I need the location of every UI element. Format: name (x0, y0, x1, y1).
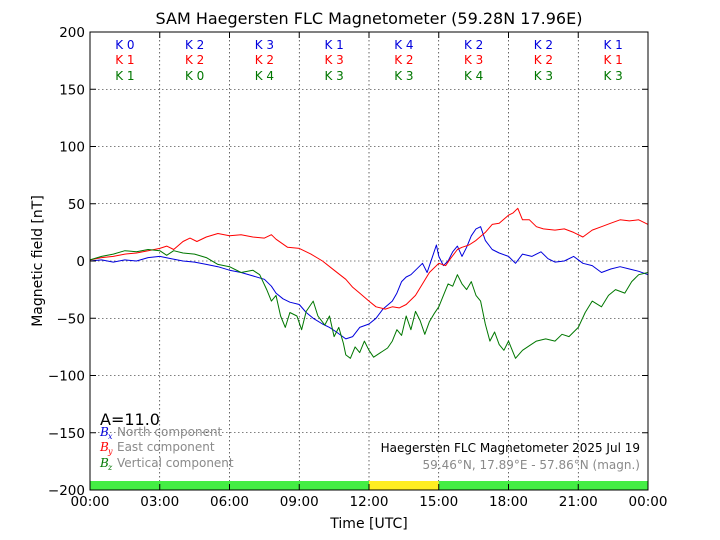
a-index-label: A=11.0 (100, 410, 160, 429)
series-line-z (89, 249, 649, 359)
y-tick-label-4: 0 (76, 254, 85, 270)
y-tick-label-3: 50 (68, 197, 85, 213)
k-index-z_component-7: K 3 (603, 69, 622, 83)
y-tick-label-6: −100 (48, 369, 85, 385)
k-index-y_component-7: K 1 (603, 53, 622, 67)
k-index-x_component-2: K 3 (255, 38, 274, 52)
legend-symbol-z: B (99, 456, 109, 470)
k-index-y_component-2: K 2 (255, 53, 274, 67)
y-tick-label-1: 150 (59, 82, 85, 98)
chart-title: SAM Haegersten FLC Magnetometer (59.28N … (156, 9, 583, 28)
k-index-z_component-2: K 4 (255, 69, 274, 83)
series-line-x (89, 226, 649, 340)
legend-label-x: North component (117, 425, 223, 439)
y-axis-label: Magnetic field [nT] (30, 195, 46, 327)
x-tick-label-4: 12:00 (350, 494, 389, 510)
grid-lines (89, 31, 649, 491)
legend-label-z: Vertical component (117, 456, 234, 470)
legend-subscript-x: x (108, 432, 113, 441)
k-index-x_component-3: K 1 (324, 38, 343, 52)
legend-subscript-z: z (107, 463, 113, 472)
daylight-segment-2 (438, 481, 648, 490)
k-index-z_component-4: K 3 (394, 69, 413, 83)
legend-symbol-x: B (99, 425, 109, 439)
x-tick-label-8: 00:00 (629, 494, 668, 510)
k-index-x_component-1: K 2 (185, 38, 204, 52)
x-axis-label: Time [UTC] (329, 516, 407, 532)
legend-label-y: East component (117, 440, 215, 454)
y-tick-label-5: −50 (57, 311, 86, 327)
k-index-z_component-6: K 3 (534, 69, 553, 83)
station-label: Haegersten FLC Magnetometer 2025 Jul 19 (381, 441, 640, 455)
y-tick-label-0: 200 (59, 25, 85, 41)
k-index-y_component-1: K 2 (185, 53, 204, 67)
x-tick-label-7: 21:00 (559, 494, 598, 510)
k-index-x_component-5: K 2 (464, 38, 483, 52)
legend-symbol-y: B (99, 440, 109, 454)
legend-subscript-y: y (107, 447, 113, 456)
daylight-segment-1 (369, 481, 439, 490)
k-index-y_component-4: K 2 (394, 53, 413, 67)
x-tick-label-2: 06:00 (210, 494, 249, 510)
x-tick-label-5: 15:00 (419, 494, 458, 510)
x-tick-label-1: 03:00 (140, 494, 179, 510)
k-index-x_component-4: K 4 (394, 38, 413, 52)
y-tick-label-2: 100 (59, 140, 85, 156)
k-index-x_component-7: K 1 (603, 38, 622, 52)
k-index-z_component-5: K 4 (464, 69, 483, 83)
k-index-x_component-0: K 0 (115, 38, 134, 52)
k-index-y_component-6: K 2 (534, 53, 553, 67)
k-index-y_component-5: K 3 (464, 53, 483, 67)
y-tick-label-7: −150 (48, 426, 85, 442)
k-index-z_component-0: K 1 (115, 69, 134, 83)
x-tick-label-6: 18:00 (489, 494, 528, 510)
k-index-z_component-3: K 3 (324, 69, 343, 83)
coordinates-label: 59.46°N, 17.89°E - 57.86°N (magn.) (423, 458, 640, 472)
y-tick-label-8: −200 (48, 483, 85, 499)
k-index-x_component-6: K 2 (534, 38, 553, 52)
x-tick-label-0: 00:00 (71, 494, 110, 510)
series-lines (89, 207, 649, 359)
k-index-y_component-0: K 1 (115, 53, 134, 67)
series-line-y (89, 207, 649, 310)
k-index-z_component-1: K 0 (185, 69, 204, 83)
k-index-y_component-3: K 3 (324, 53, 343, 67)
x-tick-label-3: 09:00 (280, 494, 319, 510)
